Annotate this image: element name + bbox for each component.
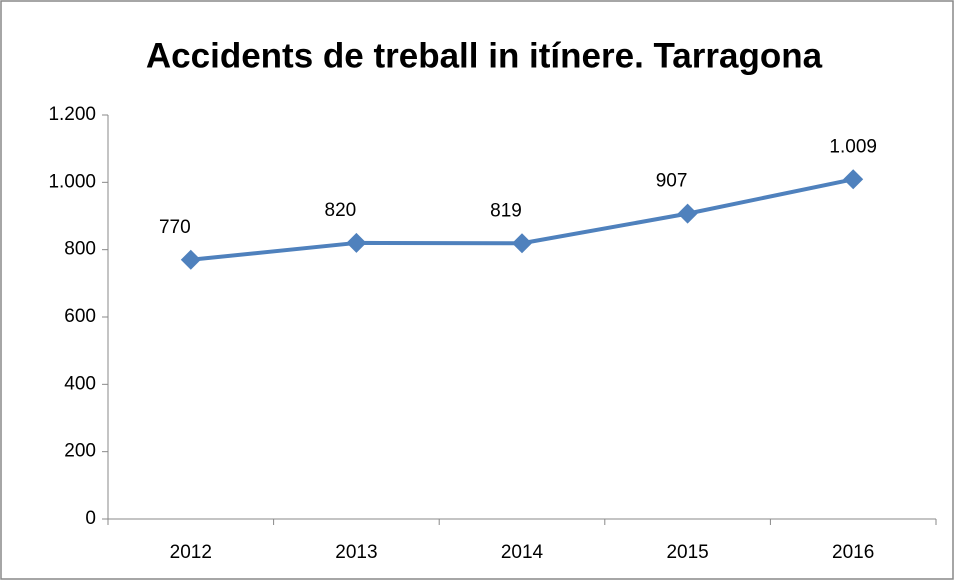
data-point [346,232,367,253]
y-tick-label: 0 [85,508,96,529]
data-point [180,249,201,270]
chart-title: Accidents de treball in itínere. Tarrago… [146,36,823,75]
data-label: 1.009 [829,136,877,157]
x-tick-label: 2013 [335,542,377,563]
y-tick-label: 1.200 [48,104,96,125]
y-tick-label: 1.000 [48,171,96,192]
x-tick-label: 2016 [832,542,874,563]
data-label: 819 [490,200,522,221]
x-tick-label: 2012 [170,542,212,563]
y-tick-label: 600 [64,306,96,327]
data-label: 907 [656,171,688,192]
x-tick-label: 2014 [501,542,544,563]
data-label: 770 [159,217,191,238]
data-label: 820 [325,200,357,221]
x-tick-label: 2015 [666,542,708,563]
y-tick-label: 800 [64,239,96,260]
y-tick-label: 200 [64,441,96,462]
data-point [677,203,698,224]
y-tick-label: 400 [64,373,96,394]
data-point [843,169,864,190]
data-point [512,233,532,254]
